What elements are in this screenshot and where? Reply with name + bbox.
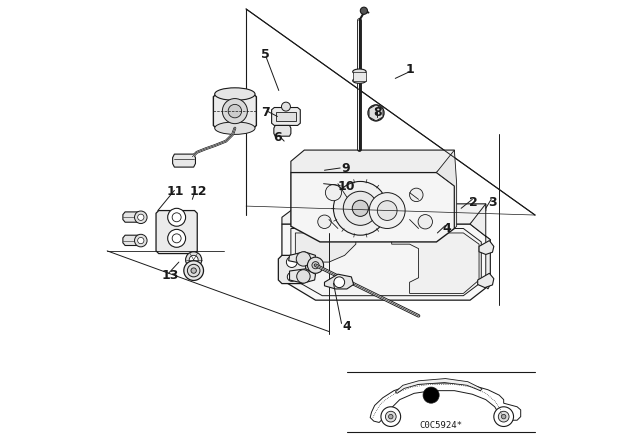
Polygon shape [156, 211, 197, 254]
Circle shape [188, 264, 200, 277]
Circle shape [381, 407, 401, 426]
Polygon shape [470, 204, 490, 289]
Circle shape [184, 261, 204, 280]
Polygon shape [278, 255, 306, 284]
Ellipse shape [215, 122, 255, 134]
Ellipse shape [353, 78, 366, 83]
Polygon shape [353, 72, 365, 81]
Polygon shape [291, 228, 481, 296]
Circle shape [297, 270, 310, 283]
Circle shape [287, 272, 296, 281]
Bar [276, 112, 296, 121]
Text: 6: 6 [273, 130, 282, 144]
Circle shape [499, 411, 509, 422]
Polygon shape [213, 94, 257, 128]
Circle shape [134, 211, 147, 224]
Polygon shape [392, 233, 479, 293]
Polygon shape [173, 154, 195, 167]
Circle shape [378, 201, 397, 220]
Text: 10: 10 [337, 180, 355, 193]
Polygon shape [370, 383, 521, 422]
Text: 11: 11 [167, 185, 184, 198]
Text: 4: 4 [442, 222, 451, 235]
Circle shape [333, 181, 387, 235]
Polygon shape [436, 150, 457, 228]
Polygon shape [291, 172, 454, 242]
Circle shape [168, 208, 186, 226]
Circle shape [168, 229, 186, 247]
Circle shape [282, 102, 291, 111]
Polygon shape [396, 379, 482, 393]
Ellipse shape [353, 69, 366, 74]
Circle shape [368, 105, 384, 121]
Circle shape [334, 277, 344, 288]
Circle shape [385, 411, 396, 422]
Text: 3: 3 [488, 196, 497, 209]
Polygon shape [296, 233, 356, 262]
Circle shape [222, 99, 248, 124]
Text: 12: 12 [189, 185, 207, 198]
Circle shape [134, 234, 147, 247]
Circle shape [172, 234, 181, 243]
Circle shape [296, 252, 310, 266]
Circle shape [228, 104, 242, 118]
Circle shape [312, 262, 319, 269]
Polygon shape [123, 235, 141, 246]
Text: 5: 5 [261, 48, 269, 61]
Circle shape [418, 215, 433, 229]
Polygon shape [289, 269, 316, 283]
Circle shape [410, 188, 423, 202]
Polygon shape [477, 273, 494, 288]
Circle shape [388, 414, 393, 419]
Polygon shape [274, 125, 291, 136]
Polygon shape [282, 224, 490, 300]
Circle shape [371, 108, 380, 117]
Text: 9: 9 [342, 161, 350, 175]
Text: C0C5924*: C0C5924* [419, 421, 463, 430]
Text: 4: 4 [342, 319, 351, 333]
Circle shape [423, 387, 439, 403]
Circle shape [191, 268, 196, 273]
Polygon shape [271, 108, 300, 125]
Text: 8: 8 [373, 106, 381, 119]
Polygon shape [289, 252, 316, 263]
Text: 13: 13 [161, 269, 179, 282]
Text: 1: 1 [405, 63, 414, 76]
Circle shape [352, 200, 369, 216]
Polygon shape [123, 212, 141, 222]
Circle shape [189, 255, 198, 264]
Polygon shape [479, 241, 494, 254]
Polygon shape [369, 105, 383, 121]
Text: 7: 7 [261, 106, 269, 119]
Polygon shape [324, 274, 353, 289]
Circle shape [138, 214, 144, 220]
Polygon shape [282, 204, 486, 224]
Polygon shape [291, 150, 454, 172]
Circle shape [287, 257, 297, 267]
Ellipse shape [215, 88, 255, 100]
Circle shape [186, 252, 202, 268]
Text: 2: 2 [469, 196, 478, 209]
Circle shape [502, 414, 506, 419]
Circle shape [360, 7, 367, 14]
Circle shape [325, 185, 342, 201]
Circle shape [343, 191, 378, 225]
Circle shape [369, 193, 405, 228]
Circle shape [307, 257, 324, 273]
Circle shape [317, 215, 332, 228]
Circle shape [494, 407, 513, 426]
Circle shape [138, 237, 144, 244]
Circle shape [172, 213, 181, 222]
